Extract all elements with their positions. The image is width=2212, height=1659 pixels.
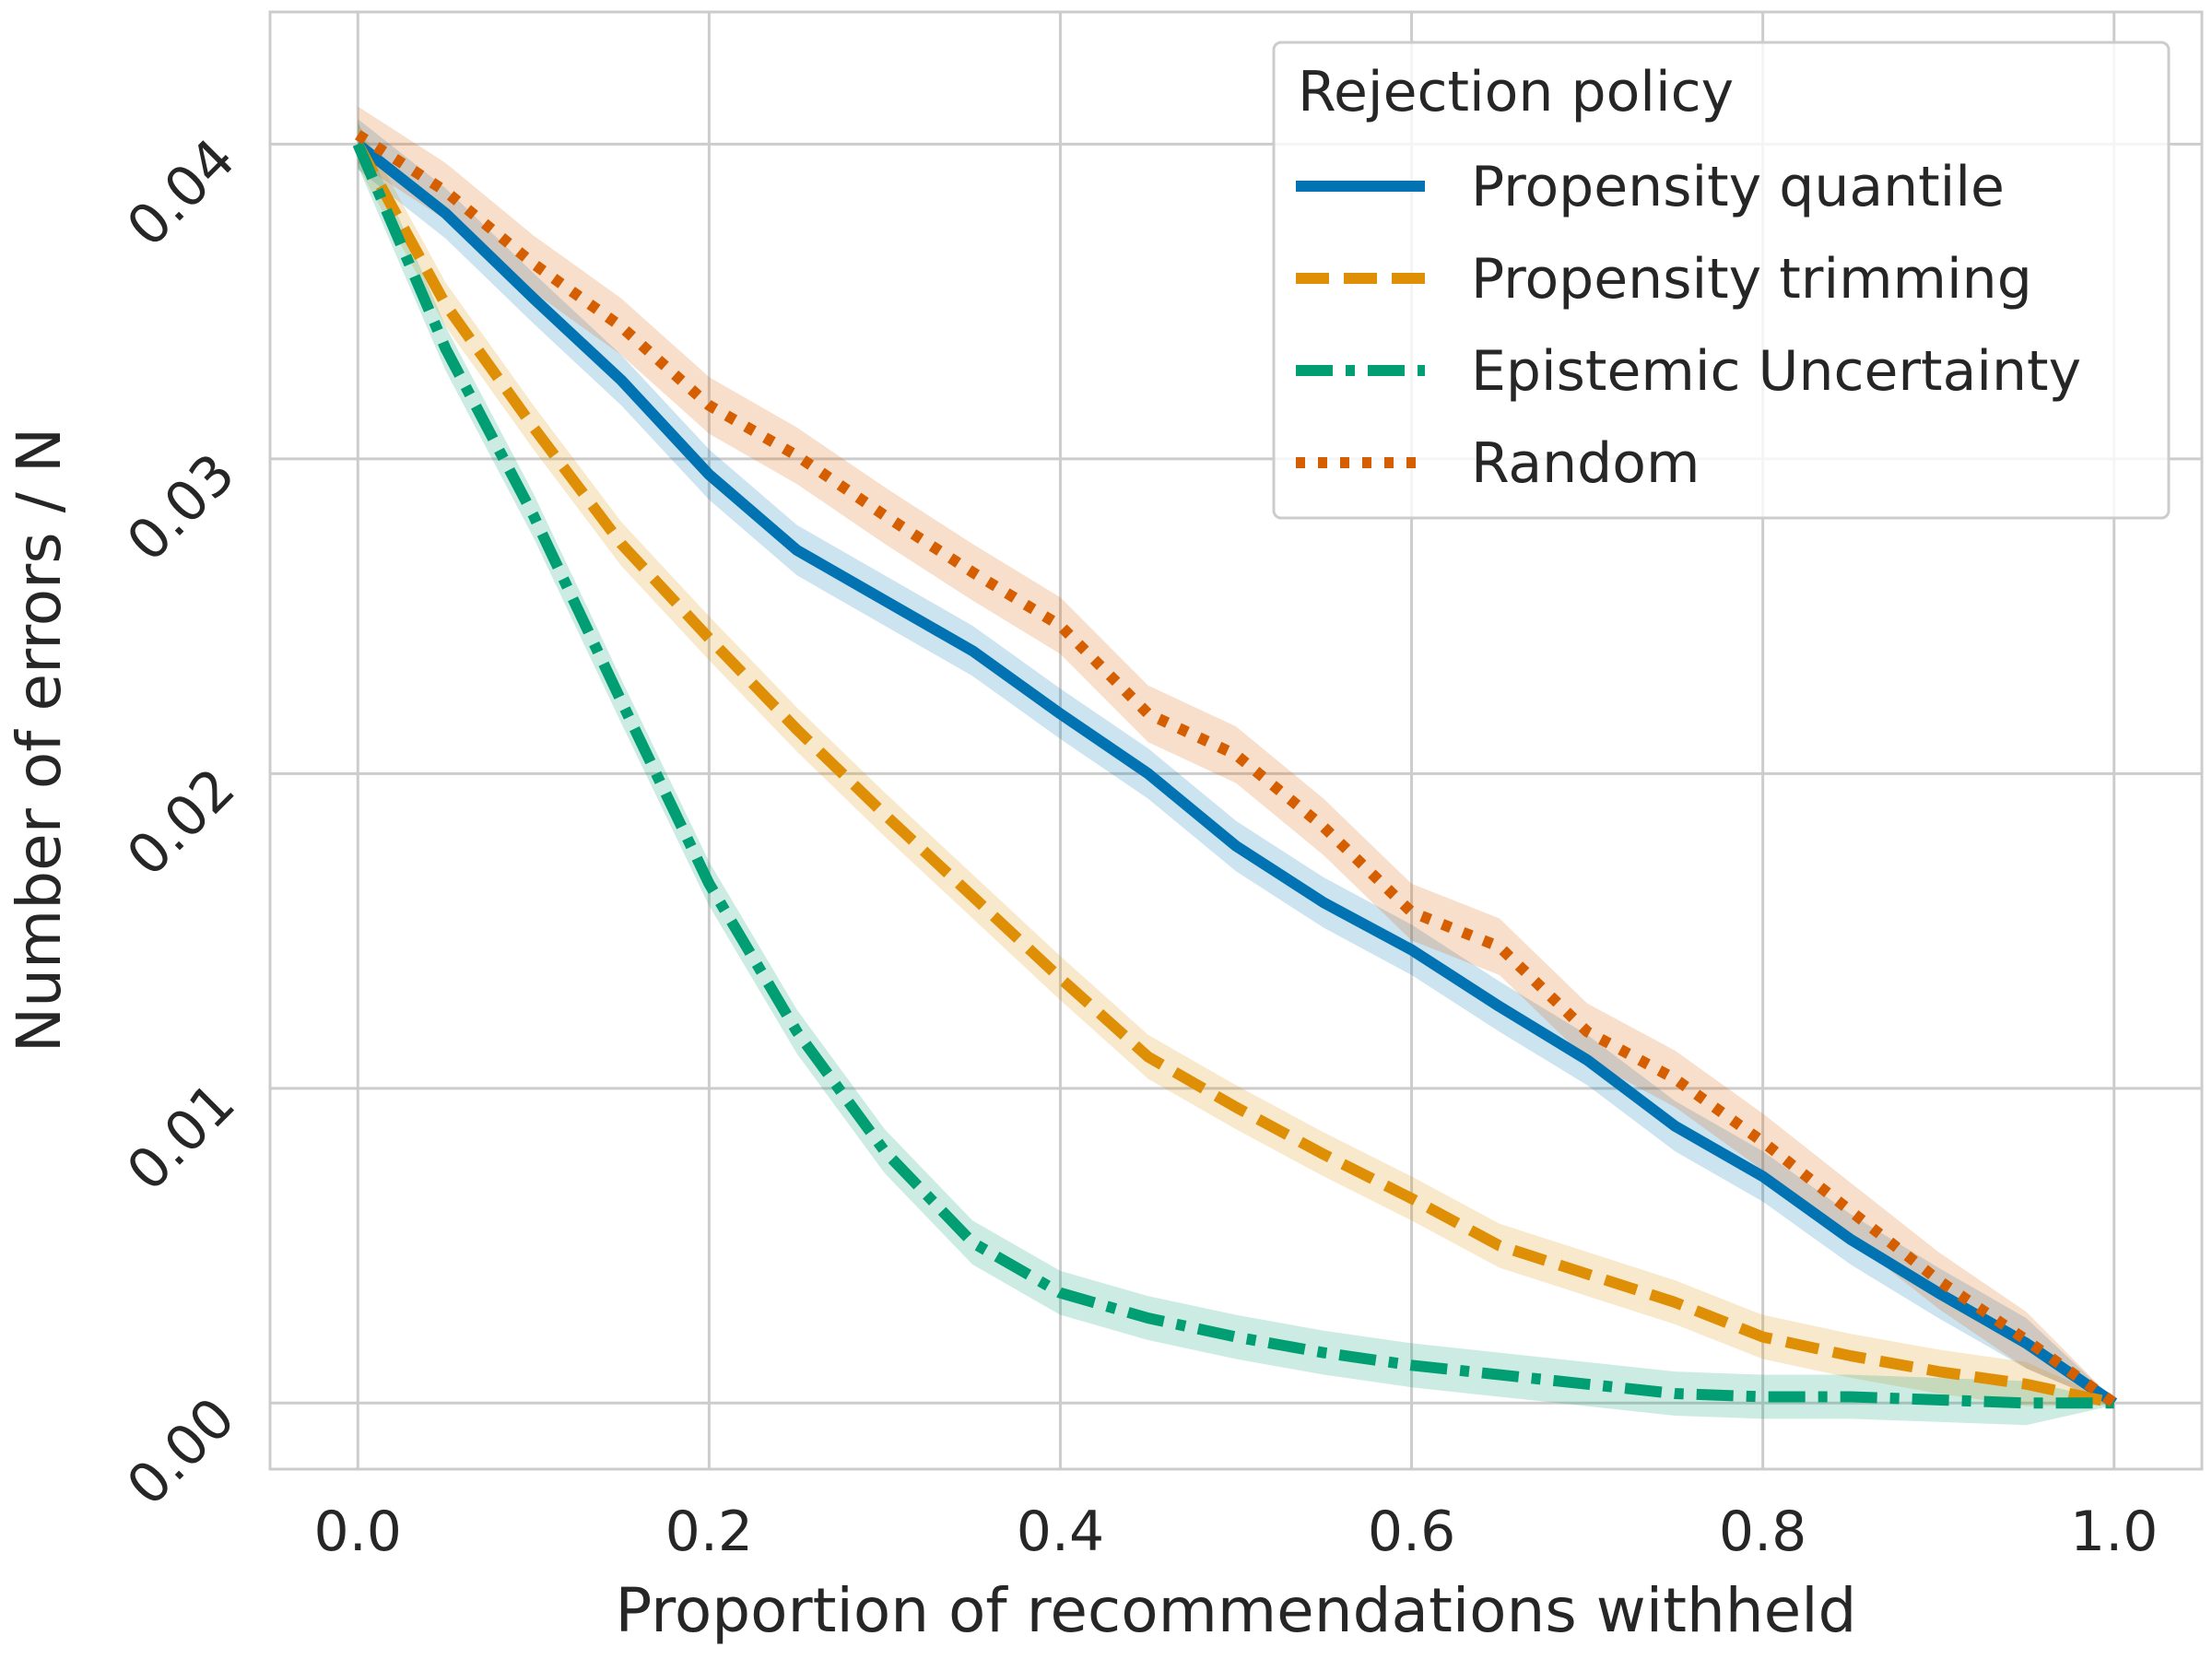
legend: Rejection policy Propensity quantileProp… [1272, 41, 2171, 520]
series-line [355, 130, 2118, 1408]
legend-label: Random [1471, 431, 1700, 496]
x-tick-label: 1.0 [2070, 1500, 2158, 1564]
x-tick-label: 0.4 [1017, 1500, 1104, 1564]
confidence-bands [358, 106, 2114, 1426]
confidence-band [358, 106, 2114, 1406]
series-lines [352, 130, 2118, 1409]
legend-label: Epistemic Uncertainty [1471, 339, 2081, 404]
y-axis-label: Number of errors / N [4, 428, 75, 1053]
y-tick-label: 0.04 [115, 127, 248, 260]
x-axis-label: Proportion of recommendations withheld [616, 1575, 1857, 1646]
x-tick-label: 0.6 [1368, 1500, 1455, 1564]
legend-box [1272, 41, 2171, 520]
y-tick-label: 0.00 [115, 1385, 248, 1518]
x-tick-label: 0.8 [1719, 1500, 1806, 1564]
legend-title: Rejection policy [1298, 60, 1734, 124]
y-tick-label: 0.02 [115, 756, 248, 888]
series-line [354, 139, 2118, 1408]
x-axis-ticks: 0.0 0.2 0.4 0.6 0.8 1.0 [314, 1500, 2159, 1564]
y-axis-ticks: 0.00 0.01 0.02 0.03 0.04 [115, 127, 248, 1519]
x-tick-label: 0.2 [665, 1500, 753, 1564]
legend-entries: Propensity quantile Propensity trimming Ep… [1296, 155, 2081, 496]
y-tick-label: 0.03 [115, 441, 248, 574]
x-tick-label: 0.0 [314, 1500, 402, 1564]
series-line [352, 142, 2114, 1409]
y-tick-label: 0.01 [115, 1071, 248, 1204]
legend-label: Propensity quantile [1471, 155, 2005, 219]
series-line [353, 141, 2115, 1409]
legend-label: Propensity trimming [1471, 247, 2032, 312]
grid-lines [270, 12, 2202, 1469]
confidence-band [358, 119, 2114, 1406]
